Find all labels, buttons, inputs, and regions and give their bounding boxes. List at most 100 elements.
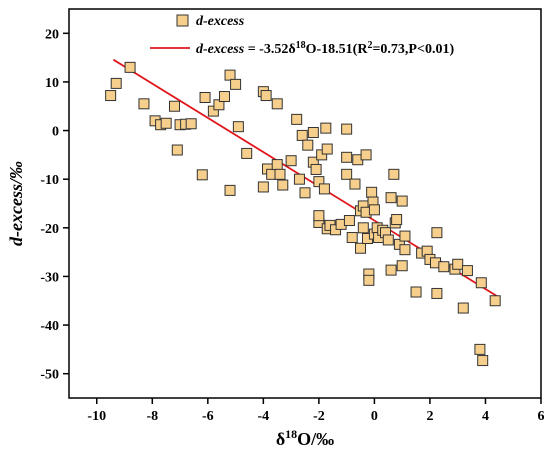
data-point — [230, 78, 242, 90]
data-point — [124, 61, 136, 73]
x-tick-label: 0 — [371, 409, 378, 424]
y-tick-label: -50 — [40, 368, 59, 383]
y-tick-label: -10 — [40, 173, 59, 188]
data-point — [302, 139, 314, 151]
data-points — [105, 61, 501, 367]
x-axis-title: δ18O/‰ — [276, 427, 334, 449]
data-point — [241, 147, 253, 159]
data-point — [207, 105, 219, 117]
data-point — [293, 173, 305, 185]
x-title-part: δ — [276, 429, 285, 449]
x-title-sup: 18 — [285, 427, 297, 441]
x-tick-label: -4 — [258, 409, 270, 424]
legend: d-excess d-excess = -3.52δ18O-18.51(R2=0… — [150, 14, 454, 57]
data-point — [343, 215, 355, 227]
data-point — [138, 98, 150, 110]
legend-fit-label: d-excess = -3.52δ18O-18.51(R2=0.73,P<0.0… — [196, 40, 454, 58]
data-point — [431, 227, 443, 239]
y-tick-label: 0 — [52, 125, 59, 140]
data-point — [218, 91, 230, 103]
data-point — [341, 168, 353, 180]
data-point — [169, 100, 181, 112]
data-point — [452, 258, 464, 270]
data-point — [318, 183, 330, 195]
y-axis-title: d-excess/‰ — [6, 161, 26, 246]
data-point — [260, 90, 272, 102]
data-point — [363, 274, 375, 286]
y-tick-label: -40 — [40, 319, 59, 334]
x-tick-label: -6 — [202, 409, 214, 424]
x-tick-label: 2 — [426, 409, 433, 424]
legend-fit-sup2: 2 — [367, 40, 372, 51]
data-point — [431, 287, 443, 299]
data-point — [341, 123, 353, 135]
data-point — [277, 179, 289, 191]
y-tick-label: 10 — [45, 76, 59, 91]
legend-fit-eq: = -3.52δ — [244, 42, 295, 57]
legend-marker-square — [176, 14, 189, 27]
data-point — [313, 176, 325, 188]
data-point — [213, 99, 225, 111]
x-title-part: O/‰ — [297, 429, 334, 449]
data-point — [224, 69, 236, 81]
data-point — [185, 118, 197, 130]
data-point — [410, 286, 422, 298]
data-point — [299, 187, 311, 199]
data-point — [160, 117, 172, 129]
x-tick-label: 4 — [482, 409, 489, 424]
data-point — [461, 265, 473, 277]
data-point — [368, 204, 380, 216]
y-tick-label: 20 — [45, 27, 59, 42]
legend-fit-sup1: 18 — [296, 40, 306, 51]
legend-fit-mid: O-18.51(R — [306, 42, 369, 57]
data-point — [271, 98, 283, 110]
data-point — [316, 149, 328, 161]
data-point — [477, 355, 489, 367]
data-point — [474, 343, 486, 355]
y-tick-label: -20 — [40, 222, 59, 237]
data-point — [296, 129, 308, 141]
data-point — [385, 192, 397, 204]
data-point — [310, 163, 322, 175]
data-point — [438, 261, 450, 273]
data-point — [274, 168, 286, 180]
data-point — [341, 151, 353, 163]
data-point — [232, 121, 244, 133]
data-point — [320, 122, 332, 134]
legend-series-label: d-excess — [196, 14, 245, 29]
data-point — [388, 168, 400, 180]
data-point — [355, 242, 367, 254]
plot-frame — [68, 8, 542, 399]
data-point — [360, 149, 372, 161]
data-point — [357, 222, 369, 234]
x-tick-label: -2 — [313, 409, 325, 424]
data-point — [391, 214, 403, 226]
legend-fit-tail: =0.73,P<0.01) — [372, 42, 454, 57]
x-tick-label: -8 — [146, 409, 158, 424]
data-point — [489, 295, 501, 307]
data-point — [271, 159, 283, 171]
data-point — [457, 302, 469, 314]
data-point — [171, 144, 183, 156]
data-point — [257, 181, 269, 193]
data-point — [313, 210, 325, 222]
data-point — [105, 90, 117, 102]
data-point — [199, 91, 211, 103]
data-point — [291, 113, 303, 125]
data-point — [196, 169, 208, 181]
data-point — [382, 234, 394, 246]
y-tick-label: -30 — [40, 270, 59, 285]
data-point — [110, 77, 122, 89]
data-point — [349, 178, 361, 190]
legend-fit-italic: d-excess — [196, 42, 245, 57]
data-point — [307, 127, 319, 139]
plot-area — [68, 8, 542, 399]
data-point — [399, 230, 411, 242]
data-point — [321, 143, 333, 155]
data-point — [399, 244, 411, 256]
data-point — [346, 232, 358, 244]
data-point — [475, 277, 487, 289]
data-point — [396, 195, 408, 207]
